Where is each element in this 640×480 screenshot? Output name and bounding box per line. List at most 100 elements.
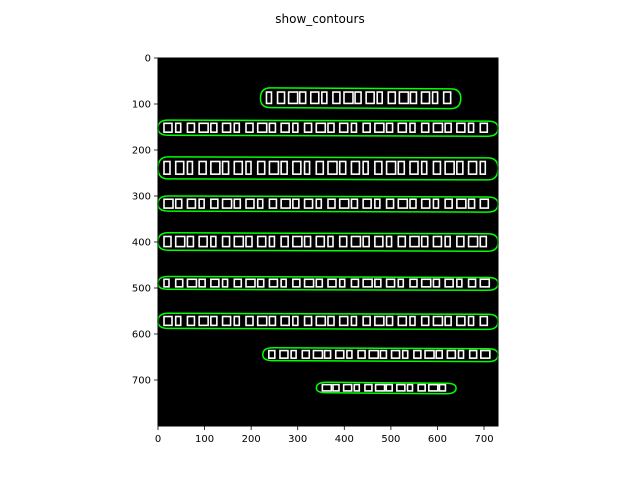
ink-glyph (256, 235, 267, 248)
y-tick-label: 700 (132, 376, 151, 387)
ink-glyph (174, 235, 186, 248)
ink-glyph (467, 315, 475, 327)
ink-glyph (432, 160, 442, 175)
ink-glyph (323, 349, 332, 359)
ink-glyph (233, 235, 245, 248)
ink-glyph (210, 160, 221, 175)
y-tick-label: 500 (132, 284, 151, 295)
ink-glyph (385, 198, 395, 209)
ink-glyph (245, 160, 252, 175)
ink-glyph (376, 91, 384, 105)
ink-glyph (353, 383, 361, 392)
ink-glyph (303, 235, 312, 248)
ink-glyph (467, 278, 477, 288)
ink-line-9 (321, 383, 447, 392)
ink-glyph (350, 122, 358, 133)
ink-glyph (397, 315, 408, 327)
ink-glyph (198, 278, 206, 288)
ink-glyph (221, 160, 230, 175)
ink-glyph (210, 122, 218, 133)
ink-glyph (186, 122, 196, 133)
ink-glyph (350, 235, 362, 248)
ink-glyph (174, 122, 182, 133)
contour-line-9 (315, 381, 457, 395)
ink-glyph (245, 315, 254, 327)
ink-glyph (338, 315, 349, 327)
ink-glyph (312, 349, 324, 359)
ink-line-5 (163, 235, 488, 248)
ink-glyph (480, 349, 491, 359)
ink-glyph (303, 278, 315, 288)
chart-title: show_contours (275, 12, 364, 26)
ink-line-3 (163, 160, 487, 175)
contour-line-1 (259, 87, 462, 110)
ink-glyph (268, 160, 280, 175)
ink-glyph (256, 278, 265, 288)
ink-glyph (401, 349, 409, 359)
ink-glyph (233, 315, 241, 327)
ink-glyph (268, 235, 276, 248)
ink-glyph (385, 235, 393, 248)
ink-glyph (280, 278, 287, 288)
ink-glyph (265, 91, 273, 105)
ink-glyph (198, 198, 205, 209)
ink-glyph (268, 122, 277, 133)
ink-glyph (198, 160, 207, 175)
ink-glyph (163, 235, 172, 248)
ink-glyph (362, 122, 371, 133)
ink-glyph (438, 383, 447, 392)
ink-glyph (350, 278, 360, 288)
ink-glyph (256, 160, 266, 175)
ink-glyph (468, 349, 478, 359)
ink-glyph (456, 122, 466, 133)
ink-glyph (409, 160, 419, 175)
ink-glyph (357, 349, 366, 359)
ink-glyph (467, 235, 479, 248)
ink-glyph (327, 315, 335, 327)
ink-glyph (163, 315, 173, 327)
ink-glyph (327, 235, 334, 248)
ink-glyph (368, 349, 380, 359)
ink-glyph (362, 315, 371, 327)
ink-glyph (186, 315, 196, 327)
ink-glyph (385, 383, 394, 392)
ink-glyph (280, 235, 289, 248)
ink-glyph (456, 160, 464, 175)
ink-glyph (290, 349, 297, 359)
ink-glyph (444, 198, 453, 209)
ink-glyph (397, 122, 408, 133)
ink-glyph (280, 122, 290, 133)
ink-glyph (365, 91, 375, 105)
ink-glyph (456, 315, 466, 327)
ink-glyph (174, 198, 183, 209)
ink-glyph (397, 235, 407, 248)
ink-glyph (409, 235, 420, 248)
ink-glyph (442, 91, 452, 105)
ink-glyph (292, 160, 302, 175)
ink-glyph (350, 315, 358, 327)
ink-glyph (221, 278, 229, 288)
ink-glyph (354, 91, 362, 105)
ink-glyph (479, 235, 488, 248)
ink-glyph (444, 235, 451, 248)
ink-glyph (343, 91, 354, 105)
ink-glyph (338, 160, 347, 175)
ink-glyph (374, 198, 381, 209)
ink-glyph (315, 235, 326, 248)
ink-glyph (245, 198, 255, 209)
ink-glyph (256, 315, 268, 327)
ink-glyph (467, 198, 476, 209)
ink-glyph (362, 235, 370, 248)
ink-glyph (332, 383, 340, 392)
ink-glyph (303, 198, 314, 209)
x-tick-label: 700 (474, 434, 493, 445)
x-tick-label: 300 (288, 434, 307, 445)
ink-glyph (303, 160, 311, 175)
ink-glyph (456, 235, 465, 248)
ink-glyph (245, 122, 254, 133)
ink-glyph (409, 122, 416, 133)
ink-glyph (268, 278, 279, 288)
ink-glyph (397, 278, 405, 288)
ink-glyph (432, 278, 441, 288)
